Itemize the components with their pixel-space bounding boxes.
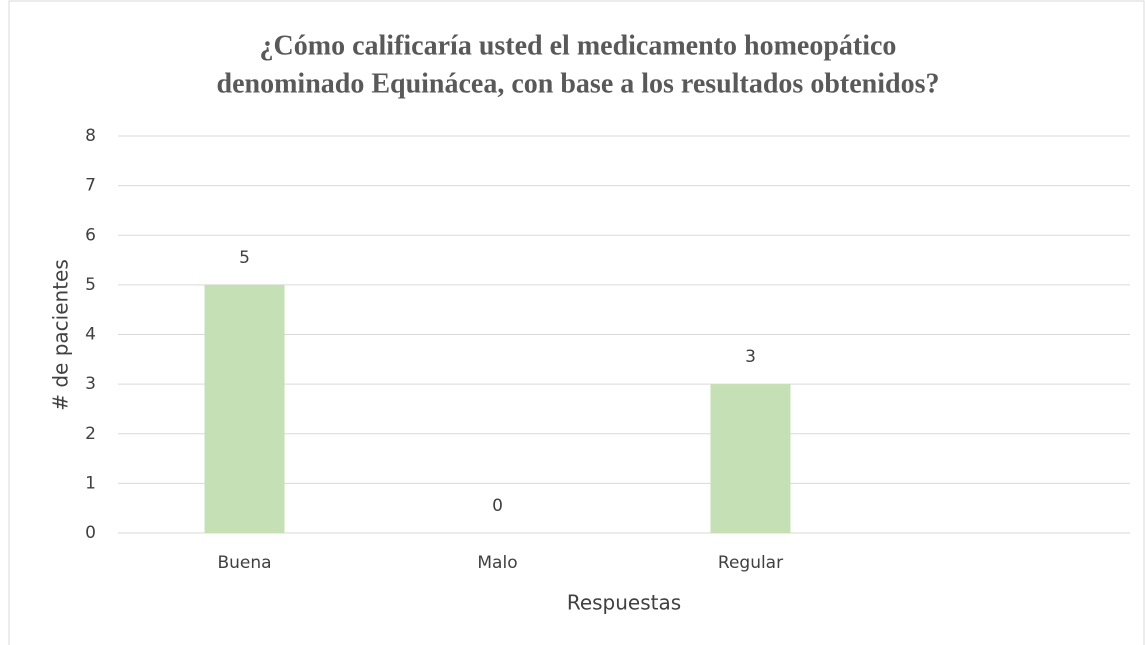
data-label: 0 — [492, 496, 503, 516]
y-tick-label: 0 — [85, 523, 96, 543]
bar — [204, 284, 285, 533]
x-tick-label: Malo — [477, 553, 517, 573]
x-tick-label: Buena — [217, 553, 271, 573]
x-tick-label: Regular — [718, 553, 783, 573]
y-tick-label: 2 — [85, 424, 96, 444]
y-tick-label: 5 — [85, 275, 96, 295]
y-tick-label: 7 — [85, 176, 96, 196]
chart-title-line: ¿Cómo calificaría usted el medicamento h… — [260, 30, 897, 61]
y-axis-title: # de pacientes — [49, 259, 73, 411]
data-label: 5 — [239, 248, 250, 268]
chart-frame — [8, 0, 1145, 645]
chart-title-line: denominado Equinácea, con base a los res… — [217, 68, 940, 99]
y-tick-label: 4 — [85, 325, 96, 345]
x-axis-title: Respuestas — [567, 591, 681, 615]
y-tick-label: 1 — [85, 473, 96, 493]
y-tick-label: 8 — [85, 126, 96, 146]
y-tick-label: 3 — [85, 374, 96, 394]
data-label: 3 — [745, 347, 756, 367]
bar — [710, 384, 791, 533]
y-tick-label: 6 — [85, 225, 96, 245]
